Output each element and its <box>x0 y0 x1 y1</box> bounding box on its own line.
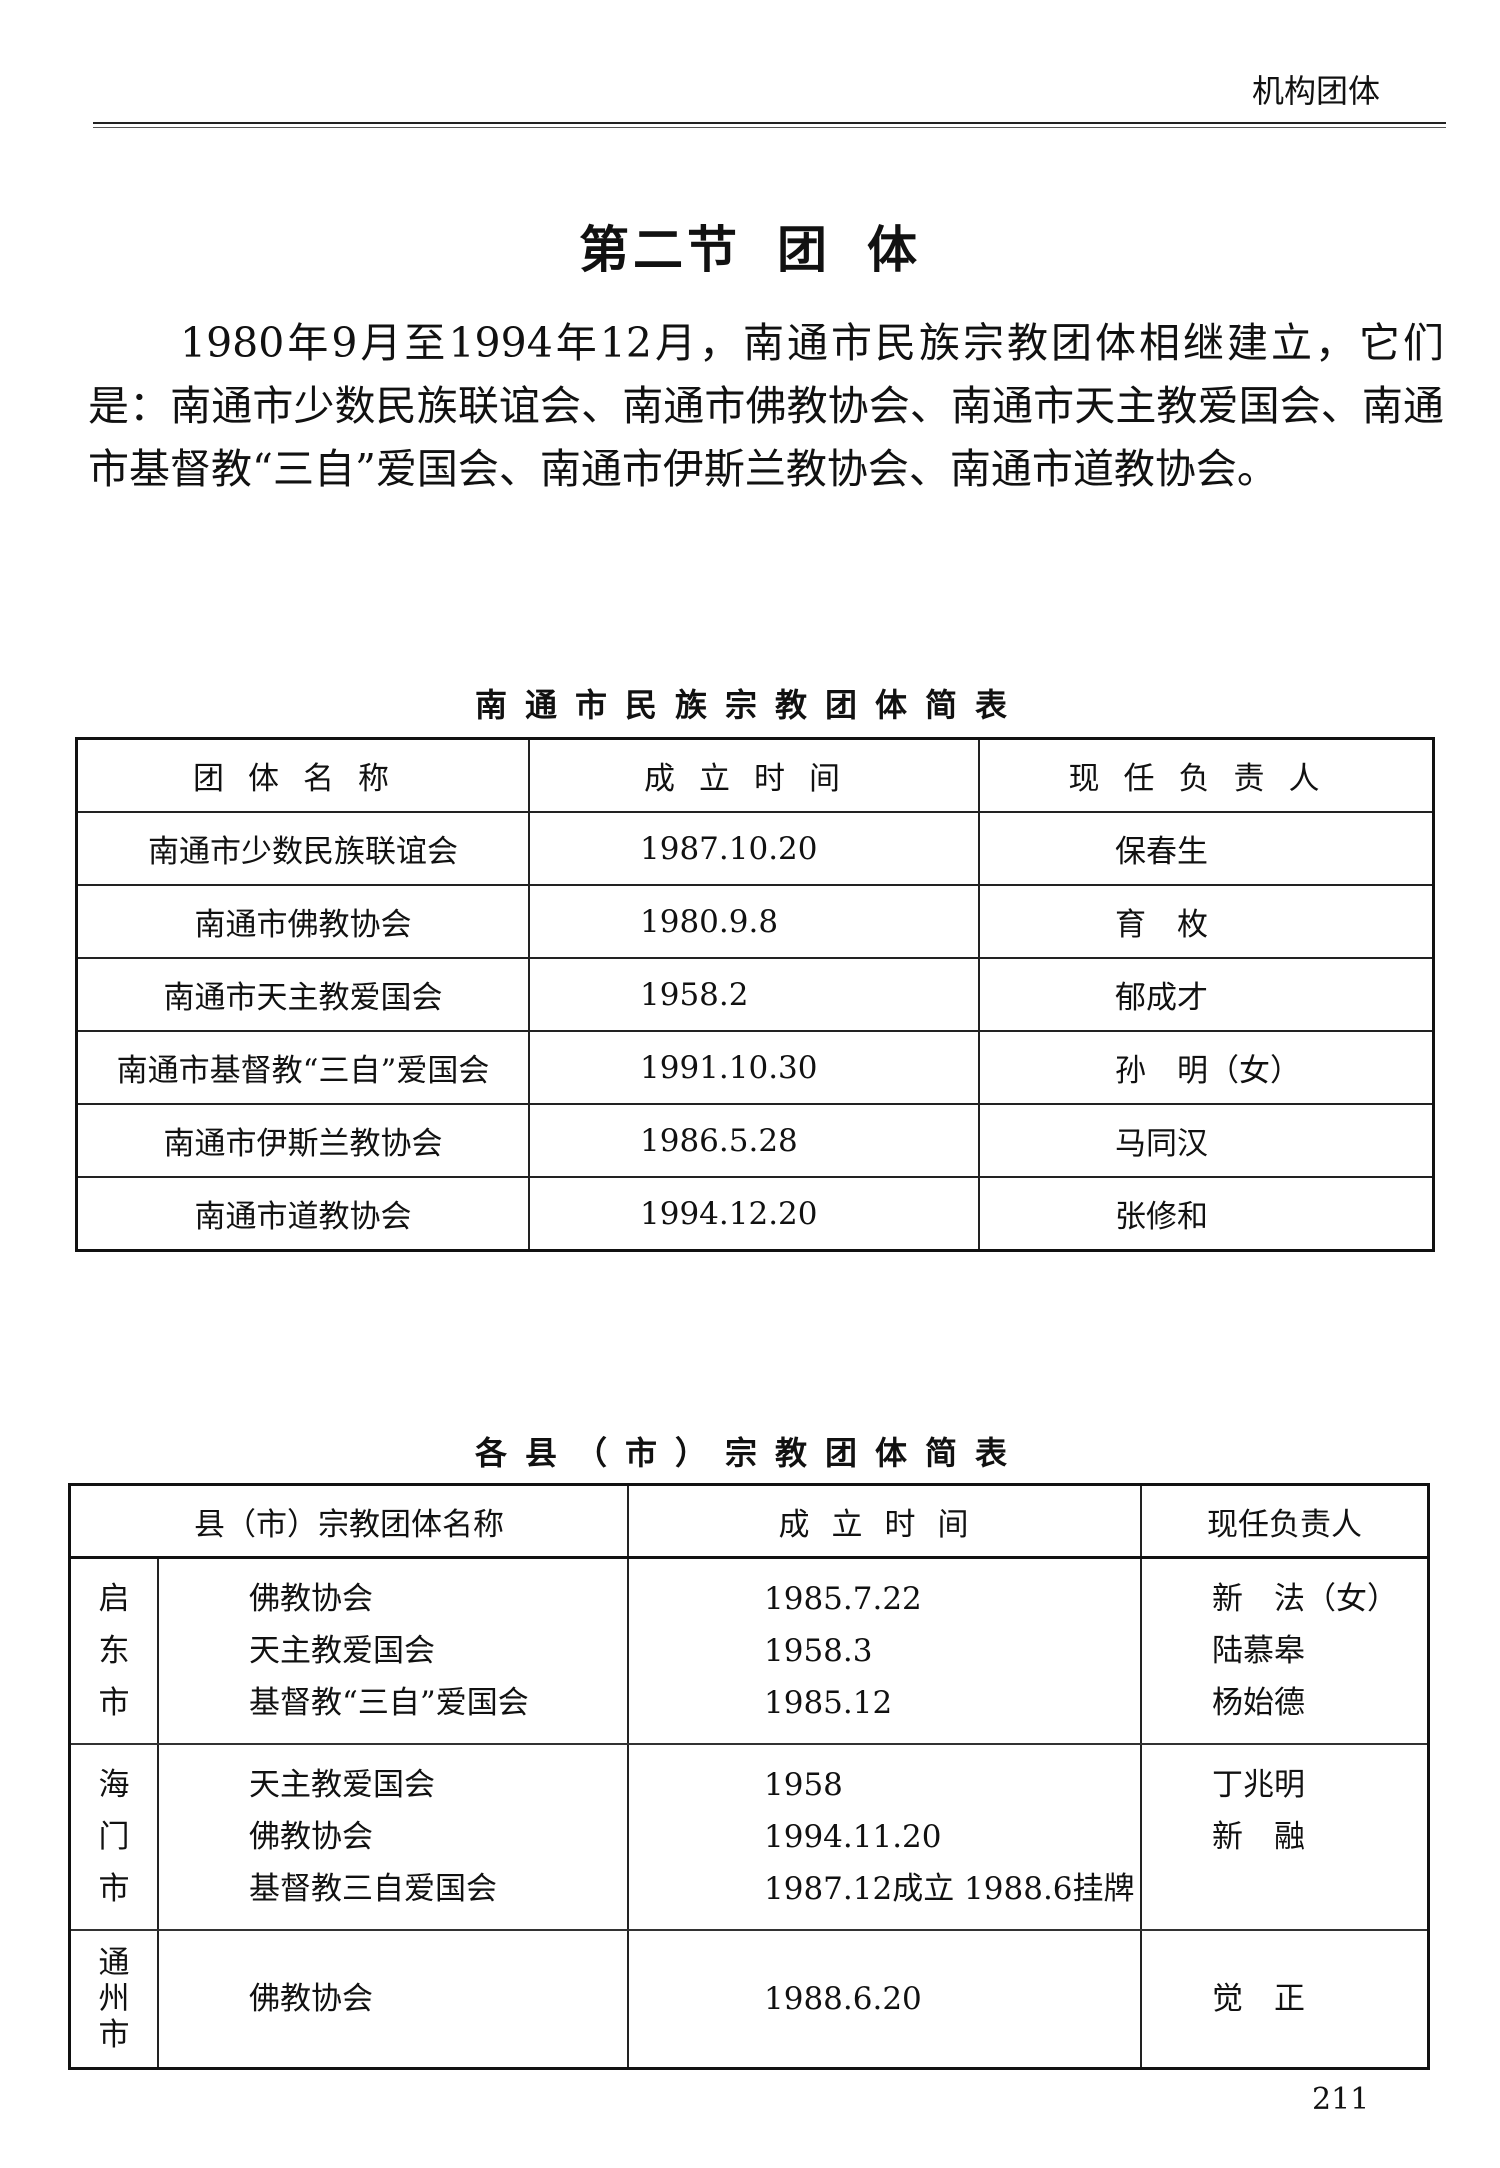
leader-cell: 马同汉 <box>979 1104 1435 1178</box>
county-group-row: 通州市 佛教协会 1988.6.20 觉 正 <box>69 1930 1430 2070</box>
group-name: 佛教协会 <box>249 1581 373 1617</box>
founded-date: 1985.7.22 <box>764 1581 922 1617</box>
founded-date-cell: 1991.10.30 <box>529 1031 980 1105</box>
leader: 杨始德 <box>1212 1685 1305 1721</box>
table-row: 南通市少数民族联谊会 1987.10.20 保春生 <box>76 812 1435 886</box>
city-groups-table: 团体名称 成立时间 现任负责人 南通市少数民族联谊会 1987.10.20 保春生南… <box>75 737 1435 1252</box>
group-name-cell: 南通市伊斯兰教协会 <box>76 1104 530 1178</box>
county-group-row: 启东市佛教协会 天主教爱国会 基督教“三自”爱国会 1985.7.22 1958.3 19… <box>69 1557 1430 1745</box>
leader-cell: 觉 正 <box>1141 1930 1430 2070</box>
founded-date-cell: 1980.9.8 <box>529 885 980 959</box>
group-name-cell: 天主教爱国会 佛教协会基督教三自爱国会 <box>158 1744 629 1931</box>
running-head: 机构团体 <box>1251 72 1380 110</box>
county-name: 启 <box>98 1581 130 1617</box>
founded-date-cell: 1958 1994.11.20 1987.12成立 1988.6挂牌 <box>628 1744 1142 1931</box>
table-header-row: 县（市）宗教团体名称 成立时间 现任负责人 <box>69 1484 1430 1559</box>
leader <box>1212 1863 1427 1915</box>
leader: 丁兆明 <box>1212 1767 1305 1803</box>
founded-date: 1994.11.20 <box>764 1819 942 1855</box>
table1-caption: 南通市民族宗教团体简表 <box>474 686 1025 724</box>
group-name: 基督教三自爱国会 <box>249 1871 497 1907</box>
table-row: 南通市佛教协会 1980.9.8 育 枚 <box>76 885 1435 959</box>
leader-cell: 保春生 <box>979 812 1435 886</box>
group-name-cell: 南通市道教协会 <box>76 1177 530 1252</box>
col-header: 县（市）宗教团体名称 <box>69 1484 629 1559</box>
table-row: 南通市天主教爱国会 1958.2 郁成才 <box>76 958 1435 1032</box>
county-name: 市 <box>98 1685 130 1721</box>
county-name: 门 <box>98 1819 130 1855</box>
group-name-cell: 南通市佛教协会 <box>76 885 530 959</box>
county-name-cell: 启东市 <box>69 1557 159 1745</box>
leader-cell: 郁成才 <box>979 958 1435 1032</box>
founded-date: 1958.3 <box>764 1633 873 1669</box>
county-name: 通 <box>98 1945 130 1981</box>
leader-cell: 张修和 <box>979 1177 1435 1252</box>
founded-date-cell: 1986.5.28 <box>529 1104 980 1178</box>
intro-paragraph: 1980年9月至1994年12月，南通市民族宗教团体相继建立，它们是：南通市少数… <box>88 319 1444 493</box>
founded-date-cell: 1987.10.20 <box>529 812 980 886</box>
table-row: 南通市基督教“三自”爱国会 1991.10.30 孙 明（女） <box>76 1031 1435 1105</box>
founded-date: 1958 <box>764 1767 843 1803</box>
founded-date: 1988.6.20 <box>764 1981 922 2017</box>
founded-date: 1987.12成立 1988.6挂牌 <box>764 1871 1135 1907</box>
leader-cell: 丁兆明新 融 <box>1141 1744 1430 1931</box>
table-header-row: 团体名称 成立时间 现任负责人 <box>76 738 1435 813</box>
founded-date: 1985.12 <box>764 1685 893 1721</box>
county-name: 州 <box>98 1981 130 2017</box>
leader-cell: 孙 明（女） <box>979 1031 1435 1105</box>
col-header: 现任负责人 <box>1141 1484 1430 1559</box>
leader: 新 法（女） <box>1212 1581 1398 1617</box>
page-number: 211 <box>1312 2082 1370 2117</box>
group-name-cell: 南通市天主教爱国会 <box>76 958 530 1032</box>
group-name-cell: 佛教协会天主教爱国会基督教“三自”爱国会 <box>158 1557 629 1745</box>
leader: 陆慕皋 <box>1212 1633 1305 1669</box>
col-header: 成立时间 <box>628 1484 1142 1559</box>
group-name: 佛教协会 <box>249 1981 373 2017</box>
section-number: 第二节 <box>579 221 741 279</box>
col-header: 团体名称 <box>76 738 530 813</box>
founded-date-cell: 1994.12.20 <box>529 1177 980 1252</box>
county-name: 东 <box>98 1633 130 1669</box>
group-name: 天主教爱国会 <box>249 1767 435 1803</box>
table-row: 南通市伊斯兰教协会 1986.5.28 马同汉 <box>76 1104 1435 1178</box>
section-title: 第二节团体 <box>0 210 1500 282</box>
leader-cell: 育 枚 <box>979 885 1435 959</box>
group-name-cell: 南通市少数民族联谊会 <box>76 812 530 886</box>
group-name: 佛教协会 <box>249 1819 373 1855</box>
col-header: 成立时间 <box>529 738 980 813</box>
founded-date-cell: 1958.2 <box>529 958 980 1032</box>
section-title-char: 体 <box>867 221 921 279</box>
county-groups-table: 县（市）宗教团体名称 成立时间 现任负责人 启东市佛教协会 天主教爱国会 基督教“三… <box>68 1483 1430 2070</box>
county-name-cell: 海门市 <box>69 1744 159 1931</box>
founded-date-cell: 1985.7.22 1958.3 1985.12 <box>628 1557 1142 1745</box>
group-name-cell: 南通市基督教“三自”爱国会 <box>76 1031 530 1105</box>
group-name-cell: 佛教协会 <box>158 1930 629 2070</box>
leader-cell: 新 法（女） 陆慕皋杨始德 <box>1141 1557 1430 1745</box>
county-group-row: 海门市天主教爱国会 佛教协会 基督教三自爱国会 1958 1994.11.20 1987.… <box>69 1744 1430 1931</box>
county-name-cell: 通州市 <box>69 1930 159 2070</box>
section-title-char: 团 <box>777 221 831 279</box>
group-name: 基督教“三自”爱国会 <box>249 1685 529 1721</box>
leader: 觉 正 <box>1212 1981 1305 2017</box>
county-name: 市 <box>98 2017 130 2053</box>
county-name: 海 <box>98 1767 130 1803</box>
table-row: 南通市道教协会 1994.12.20 张修和 <box>76 1177 1435 1252</box>
header-rule <box>93 122 1446 128</box>
founded-date-cell: 1988.6.20 <box>628 1930 1142 2070</box>
group-name: 天主教爱国会 <box>249 1633 435 1669</box>
col-header: 现任负责人 <box>979 738 1435 813</box>
county-name: 市 <box>98 1871 130 1907</box>
leader: 新 融 <box>1212 1819 1305 1855</box>
table2-caption: 各县（市）宗教团体简表 <box>474 1434 1025 1472</box>
